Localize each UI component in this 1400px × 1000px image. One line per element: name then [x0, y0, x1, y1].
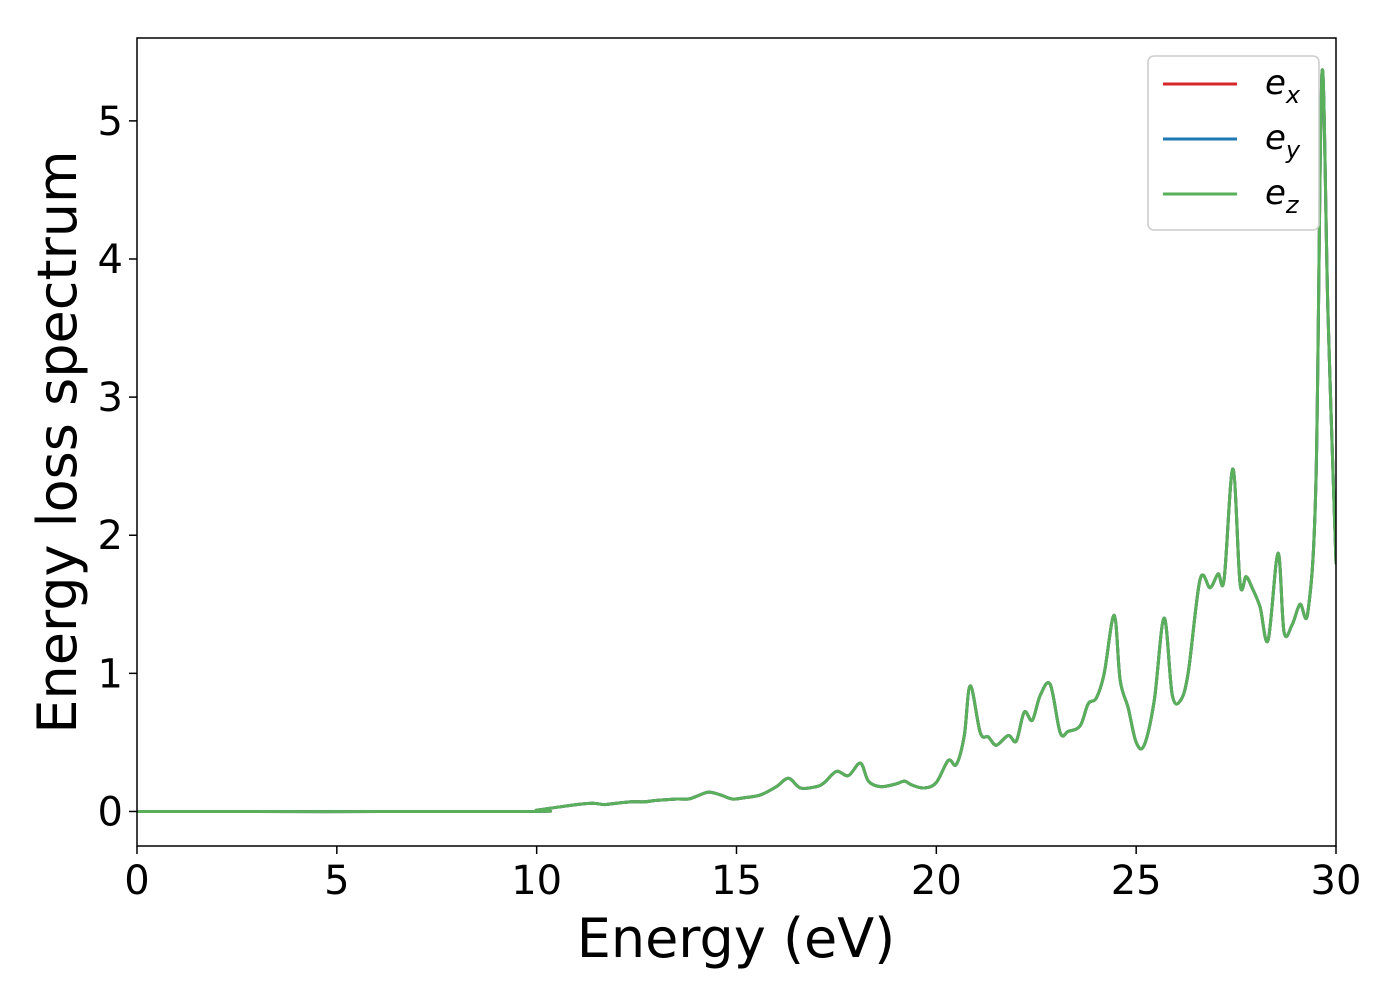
x-tick-label: 0 [124, 858, 149, 904]
series-line-e-z [137, 68, 1336, 814]
x-tick-label: 25 [1111, 858, 1162, 904]
x-axis-label: Energy (eV) [577, 907, 896, 970]
legend-label-base: e [1265, 63, 1286, 103]
x-axis-ticks: 0 5 10 15 20 25 30 [124, 846, 1361, 904]
legend-label-subscript: x [1285, 81, 1301, 109]
legend-label: ey [1265, 118, 1301, 164]
x-tick-label: 15 [711, 858, 762, 904]
y-tick-label: 5 [98, 99, 123, 145]
y-tick-label: 4 [98, 237, 123, 283]
y-axis-ticks: 0 1 2 3 4 5 [98, 99, 137, 835]
x-tick-label: 20 [911, 858, 962, 904]
legend-label-base: e [1265, 118, 1286, 158]
y-tick-label: 0 [98, 789, 123, 835]
legend-label: ez [1265, 173, 1300, 219]
legend-label: ex [1265, 63, 1301, 109]
series-layer [137, 68, 1336, 814]
x-tick-label: 10 [511, 858, 562, 904]
y-tick-label: 2 [98, 513, 123, 559]
y-axis-label: Energy loss spectrum [26, 150, 89, 733]
legend-box [1147, 55, 1320, 231]
legend-label-base: e [1265, 173, 1286, 213]
x-tick-label: 5 [324, 858, 349, 904]
legend-label-subscript: z [1285, 191, 1300, 219]
y-tick-label: 1 [98, 651, 123, 697]
x-tick-label: 30 [1311, 858, 1362, 904]
legend-label-subscript: y [1285, 136, 1301, 164]
y-tick-label: 3 [98, 375, 123, 421]
